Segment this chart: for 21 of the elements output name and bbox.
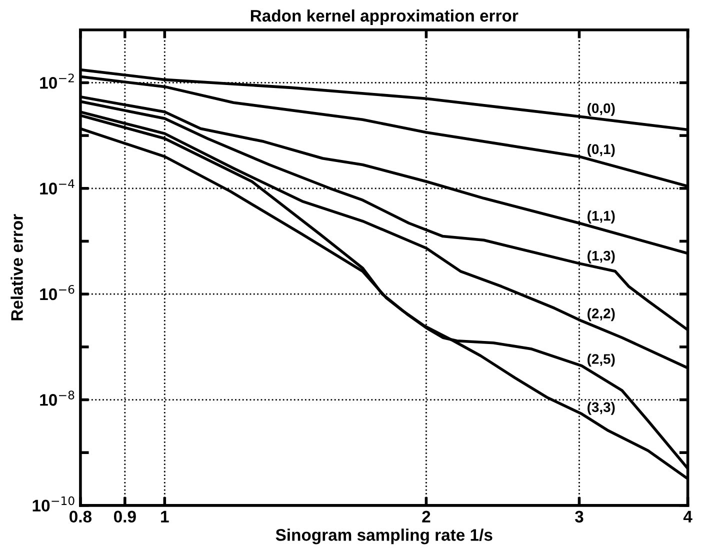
y-axis-title: Relative error xyxy=(10,214,23,320)
series-label: (2,5) xyxy=(588,354,615,367)
x-tick-label: 0.9 xyxy=(114,510,136,523)
x-tick-label: 4 xyxy=(683,510,692,522)
series-label: (3,3) xyxy=(588,402,615,415)
x-tick-label: 0.8 xyxy=(70,510,92,523)
series-label: (2,2) xyxy=(588,308,615,322)
series-label: (1,3) xyxy=(588,250,615,264)
y-tick-label: 10$^{−6}$ xyxy=(40,284,74,300)
x-tick-label: 1 xyxy=(161,510,169,522)
chart-title: Radon kernel approximation error xyxy=(250,9,518,25)
series-label: (1,1) xyxy=(588,210,615,224)
y-tick-label: 10$^{−8}$ xyxy=(40,390,74,406)
y-tick-label: 10$^{−10}$ xyxy=(32,496,74,512)
x-axis-title: Sinogram sampling rate 1/s xyxy=(276,528,492,544)
x-tick-label: 2 xyxy=(422,510,430,522)
series-label: (0,0) xyxy=(588,102,615,116)
y-tick-label: 10$^{−2}$ xyxy=(40,74,74,89)
series-label: (0,1) xyxy=(588,144,615,157)
x-tick-label: 3 xyxy=(574,510,584,523)
y-tick-label: 10$^{−4}$ xyxy=(40,179,74,194)
